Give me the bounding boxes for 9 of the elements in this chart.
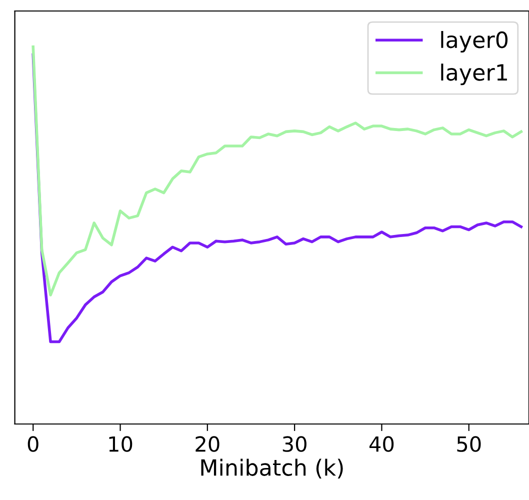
x-tick-label: 10 [109, 436, 132, 452]
legend-label: layer0 [441, 31, 508, 53]
x-tick-label: 40 [369, 436, 394, 452]
x-tick-label: 30 [282, 436, 306, 452]
legend-label: layer1 [441, 64, 507, 86]
x-tick-label: 50 [457, 436, 481, 452]
x-tick-label: 0 [28, 436, 38, 452]
x-tick-label: 20 [196, 436, 220, 452]
x-axis-title: Minibatch (k) [201, 458, 343, 479]
